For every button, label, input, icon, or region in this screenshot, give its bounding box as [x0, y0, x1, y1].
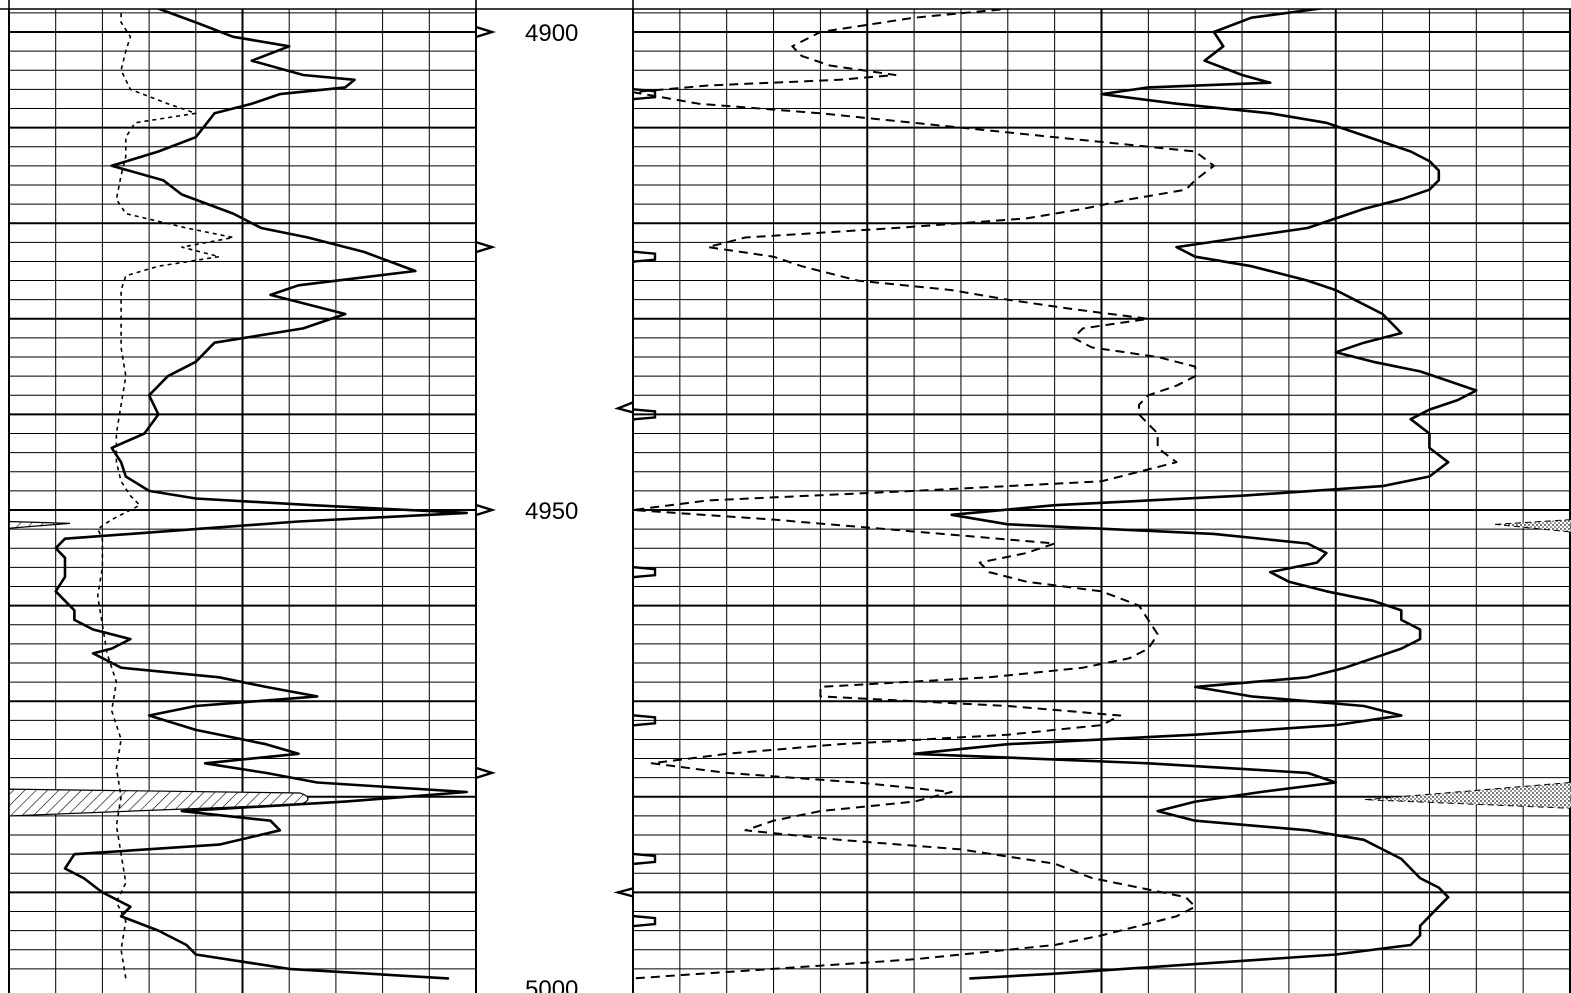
track-1-curves — [54, 9, 468, 980]
track-1-marker-3 — [475, 766, 497, 780]
track-3-tick-arrow-1 — [614, 401, 634, 414]
depth-label-5000: 5000 — [525, 976, 578, 993]
track-3-grid — [632, 9, 1571, 993]
track-3 — [613, 9, 1571, 993]
depth-track: 4900 4950 5000 — [525, 20, 578, 993]
track-3-marker-2 — [632, 408, 657, 421]
track-1-grid — [8, 9, 477, 993]
track-3-stipple-sliver — [1494, 519, 1571, 533]
track-3-markers — [613, 87, 657, 928]
track-3-marker-5 — [632, 852, 657, 866]
track-3-stipple-fill — [1364, 781, 1571, 809]
depth-labels: 4900 4950 5000 — [525, 20, 578, 993]
track-3-series-solid-line — [912, 9, 1478, 980]
track-3-marker-3 — [632, 565, 657, 579]
track-3-marker-4 — [632, 714, 657, 727]
track-3-shading — [1364, 519, 1571, 809]
track-3-series-dashed-line — [633, 9, 1215, 980]
track-1-marker-1 — [475, 240, 497, 254]
track-1 — [8, 9, 497, 993]
track-3-marker-6 — [632, 914, 657, 928]
track-1-series-dotted-line — [96, 9, 234, 979]
depth-label-4950: 4950 — [525, 498, 578, 525]
track-1-hatched-fill — [8, 788, 309, 817]
depth-label-4900: 4900 — [525, 20, 578, 47]
track-1-series-solid-line — [54, 9, 468, 980]
track-1-marker-0 — [475, 25, 497, 39]
track-1-marker-2 — [475, 503, 497, 517]
track-3-marker-0 — [632, 87, 657, 101]
track-1-markers — [475, 25, 497, 780]
track-3-curves — [633, 9, 1478, 980]
track-1-hatched-sliver — [8, 520, 71, 529]
track-3-marker-1 — [632, 250, 657, 263]
track-3-tick-arrow-2 — [613, 887, 634, 898]
